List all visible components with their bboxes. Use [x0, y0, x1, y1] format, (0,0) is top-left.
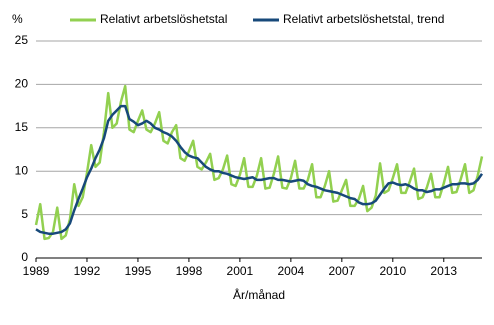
x-axis-label: År/månad [233, 287, 285, 302]
x-tick-label: 1992 [74, 264, 101, 278]
x-tick-label: 1995 [125, 264, 152, 278]
x-tick-label: 2013 [430, 264, 457, 278]
y-tick-label: 15 [15, 120, 29, 134]
x-tick-label: 2004 [278, 264, 305, 278]
legend-label: Relativt arbetslöshetstal, trend [283, 12, 444, 26]
x-tick-label: 2007 [328, 264, 355, 278]
x-tick-label: 2010 [379, 264, 406, 278]
y-tick-label: 10 [15, 163, 29, 177]
y-tick-label: 20 [15, 77, 29, 91]
y-tick-label: 25 [15, 33, 29, 47]
x-tick-label: 2001 [227, 264, 254, 278]
legend-label: Relativt arbetslöshetstal [100, 12, 227, 26]
y-axis-label: % [12, 12, 23, 26]
y-tick-label: 5 [21, 207, 28, 221]
series-line [35, 104, 484, 235]
series-line [34, 84, 484, 241]
y-tick-label: 0 [21, 250, 28, 264]
x-tick-label: 1998 [176, 264, 203, 278]
x-tick-label: 1989 [23, 264, 50, 278]
